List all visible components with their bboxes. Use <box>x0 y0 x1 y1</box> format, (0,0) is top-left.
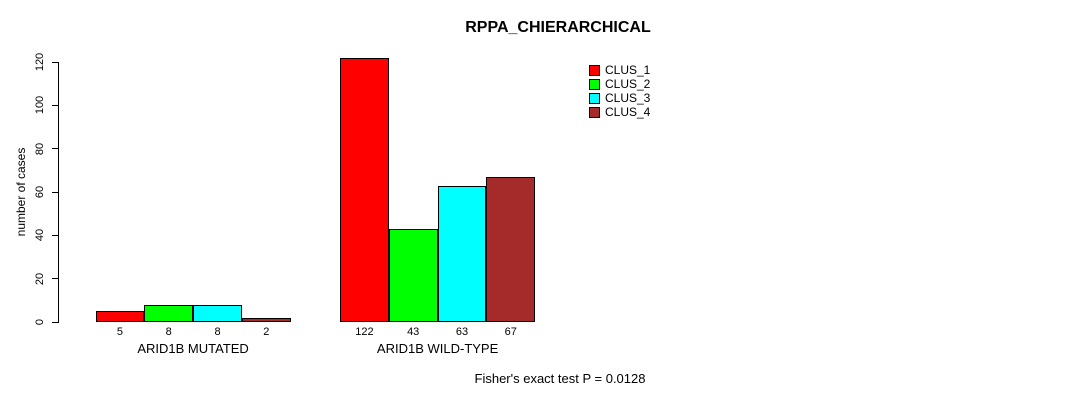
bar-value-label: 122 <box>355 326 374 338</box>
y-axis-tick <box>51 278 59 280</box>
fisher-test-annotation: Fisher's exact test P = 0.0128 <box>474 371 646 386</box>
category-label-arid1b-mutated: ARID1B MUTATED <box>137 341 249 356</box>
y-axis-tick-label: 100 <box>34 96 46 115</box>
legend-label: CLUS_2 <box>605 77 651 91</box>
y-axis-tick <box>51 61 59 63</box>
chart-title: RPPA_CHIERARCHICAL <box>465 19 651 36</box>
y-axis-tick-label: 40 <box>34 229 46 242</box>
y-axis-tick-label: 0 <box>34 318 46 326</box>
bar-clus_4-arid1b-mutated <box>241 317 291 322</box>
bar-value-label: 8 <box>165 326 172 338</box>
bar-clus_4-arid1b-wild-type <box>486 176 536 322</box>
bar-value-label: 5 <box>116 326 123 338</box>
bar-clus_2-arid1b-mutated <box>144 304 194 322</box>
legend-row-clus_4: CLUS_4 <box>589 105 650 119</box>
y-axis-tick-label: 60 <box>34 185 46 199</box>
legend-swatch-clus_1 <box>589 64 600 76</box>
y-axis-tick-label: 20 <box>34 272 46 285</box>
legend-swatch-clus_2 <box>589 78 600 90</box>
legend-row-clus_3: CLUS_3 <box>589 91 650 105</box>
y-axis-tick <box>51 234 59 236</box>
bar-clus_3-arid1b-mutated <box>193 304 242 322</box>
legend-swatch-clus_4 <box>589 106 600 118</box>
y-axis-tick-label: 120 <box>34 52 46 72</box>
legend: CLUS_1 CLUS_2 CLUS_3 CLUS_4 <box>589 63 650 119</box>
legend-swatch-clus_3 <box>589 92 600 104</box>
legend-label: CLUS_4 <box>605 105 651 119</box>
bar-value-label: 2 <box>263 326 270 338</box>
bar-value-label: 8 <box>214 326 221 338</box>
bar-value-label: 43 <box>407 326 420 338</box>
legend-row-clus_2: CLUS_2 <box>589 77 650 91</box>
y-axis-title: number of cases <box>14 147 28 237</box>
legend-label: CLUS_1 <box>605 63 651 77</box>
legend-label: CLUS_3 <box>605 91 651 105</box>
bar-value-label: 67 <box>504 326 517 338</box>
y-axis-tick-label: 80 <box>34 142 46 155</box>
y-axis-tick <box>51 321 59 323</box>
legend-row-clus_1: CLUS_1 <box>589 63 650 77</box>
bar-clus_2-arid1b-wild-type <box>388 228 438 322</box>
bar-clus_3-arid1b-wild-type <box>437 185 487 322</box>
bar-value-label: 63 <box>455 326 469 338</box>
y-axis-tick <box>51 191 59 193</box>
y-axis-line <box>58 62 59 322</box>
y-axis-tick <box>51 148 59 150</box>
bar-clus_1-arid1b-wild-type <box>340 57 389 322</box>
bar-clus_1-arid1b-mutated <box>95 311 145 322</box>
y-axis-tick <box>51 104 59 106</box>
category-label-arid1b-wild-type: ARID1B WILD-TYPE <box>376 341 499 356</box>
